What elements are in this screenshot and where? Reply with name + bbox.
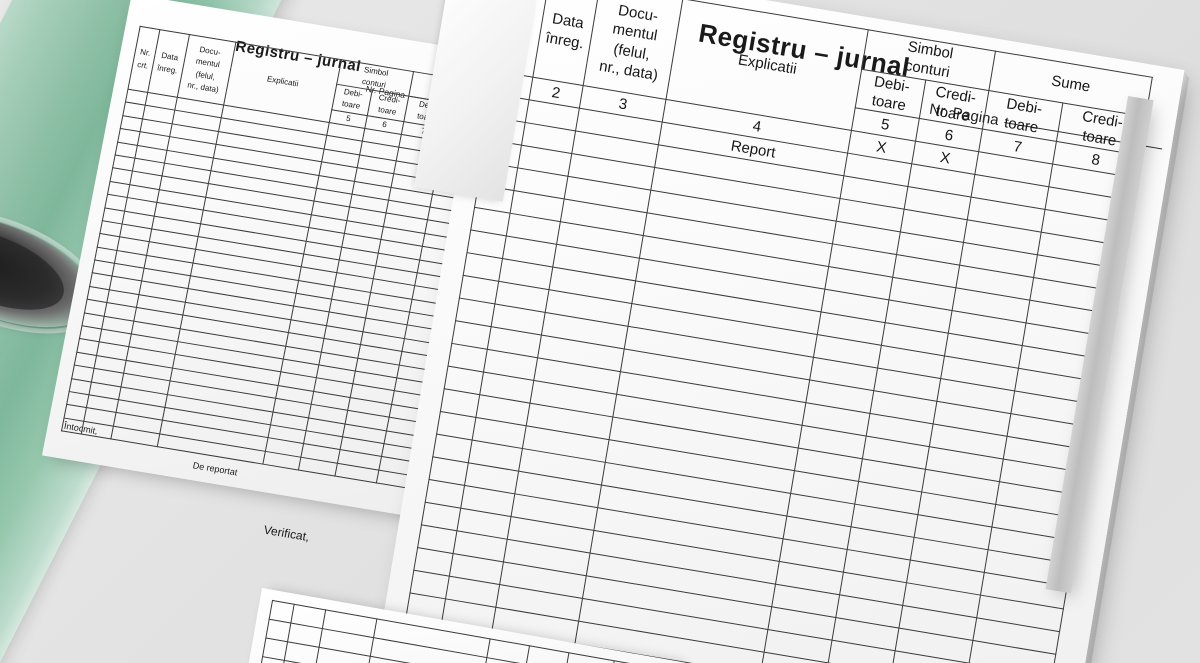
footer-verificat: Verificat,	[262, 522, 311, 545]
table-cell[interactable]	[565, 652, 615, 663]
table-cell[interactable]	[526, 645, 570, 663]
footer-de-reportat: De reportat	[191, 460, 239, 478]
